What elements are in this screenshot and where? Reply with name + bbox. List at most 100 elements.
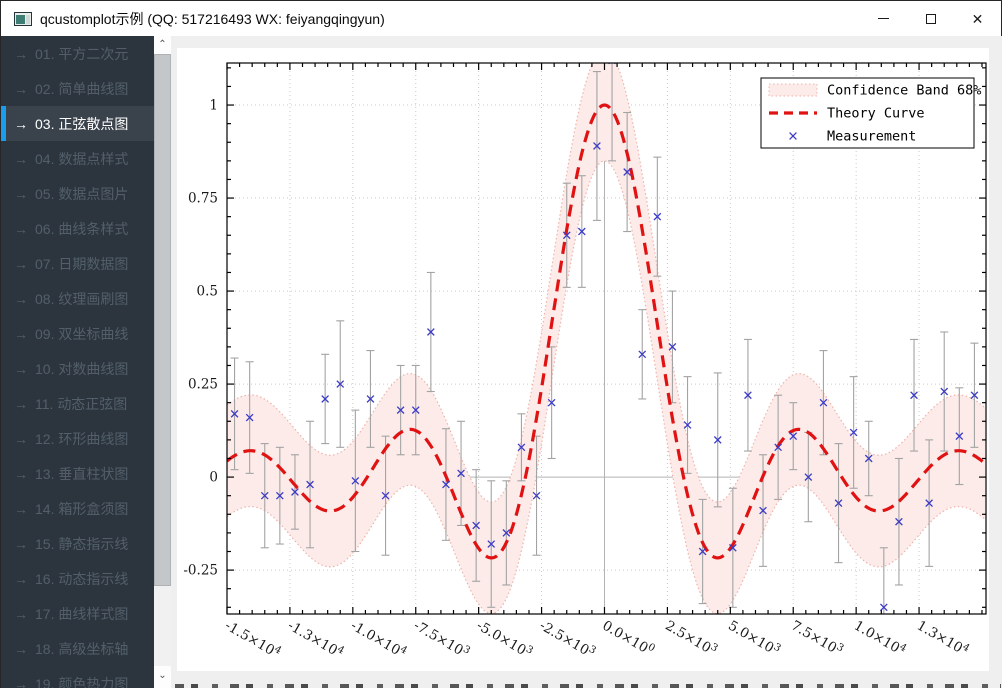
svg-text:1.3×104: 1.3×104 <box>914 617 971 660</box>
arrow-right-icon: → <box>14 325 28 342</box>
legend-label: Measurement <box>827 129 916 145</box>
sidebar-item-02[interactable]: → 02. 简单曲线图 <box>1 71 154 106</box>
sidebar-scrollbar[interactable]: ⌃ ⌄ <box>154 36 171 688</box>
svg-text:0.25: 0.25 <box>188 377 218 393</box>
sidebar-nav-list: → 01. 平方二次元 → 02. 简单曲线图 → 03. 正弦散点图 → 04. 数据点样式… <box>1 36 154 688</box>
minimize-button[interactable] <box>860 1 907 36</box>
arrow-right-icon: → <box>14 360 28 377</box>
arrow-right-icon: → <box>14 115 28 132</box>
sidebar-item-06[interactable]: → 06. 曲线条样式 <box>1 211 154 246</box>
svg-text:7.5×103: 7.5×103 <box>788 617 845 660</box>
sidebar-item-17[interactable]: → 17. 曲线样式图 <box>1 596 154 631</box>
arrow-right-icon: → <box>14 45 28 62</box>
sidebar-item-07[interactable]: → 07. 日期数据图 <box>1 246 154 281</box>
sidebar-item-13[interactable]: → 13. 垂直柱状图 <box>1 456 154 491</box>
sidebar-item-15[interactable]: → 15. 静态指示线 <box>1 526 154 561</box>
maximize-icon <box>925 13 936 24</box>
sidebar-item-label: 01. 平方二次元 <box>35 45 129 62</box>
sidebar-item-12[interactable]: → 12. 环形曲线图 <box>1 421 154 456</box>
sidebar-item-16[interactable]: → 16. 动态指示线 <box>1 561 154 596</box>
window-title: qcustomplot示例 (QQ: 517216493 WX: feiyang… <box>40 10 385 27</box>
maximize-button[interactable] <box>907 1 954 36</box>
svg-text:-0.25: -0.25 <box>183 563 218 579</box>
minimize-icon <box>878 18 889 19</box>
app-icon <box>14 11 32 26</box>
sidebar-item-label: 15. 静态指示线 <box>35 535 129 552</box>
sidebar-item-04[interactable]: → 04. 数据点样式 <box>1 141 154 176</box>
svg-text:2.5×103: 2.5×103 <box>662 617 719 660</box>
sidebar-item-label: 07. 日期数据图 <box>35 255 129 272</box>
svg-text:0: 0 <box>209 470 218 486</box>
sidebar-item-label: 14. 箱形盒须图 <box>35 500 129 517</box>
svg-text:1: 1 <box>209 98 218 114</box>
svg-text:0.75: 0.75 <box>188 191 218 207</box>
arrow-right-icon: → <box>14 430 28 447</box>
sidebar-item-label: 09. 双坐标曲线 <box>35 325 129 342</box>
svg-text:5.0×103: 5.0×103 <box>725 617 782 660</box>
svg-text:0.0×100: 0.0×100 <box>599 617 656 660</box>
titlebar[interactable]: qcustomplot示例 (QQ: 517216493 WX: feiyang… <box>1 1 1001 36</box>
sidebar-item-18[interactable]: → 18. 高级坐标轴 <box>1 631 154 666</box>
sidebar-item-label: 17. 曲线样式图 <box>35 605 129 622</box>
sidebar-item-label: 11. 动态正弦图 <box>35 395 128 412</box>
legend: Confidence Band 68% Theory Curve Measureme… <box>760 77 981 149</box>
sidebar-item-09[interactable]: → 09. 双坐标曲线 <box>1 316 154 351</box>
sidebar-item-03[interactable]: → 03. 正弦散点图 <box>1 106 154 141</box>
close-button[interactable]: ✕ <box>954 1 1001 36</box>
arrow-right-icon: → <box>14 535 28 552</box>
sidebar-item-05[interactable]: → 05. 数据点图片 <box>1 176 154 211</box>
legend-label: Theory Curve <box>827 106 925 122</box>
x-axis-tick-labels: -1.5×104 -1.3×104 -1.0×104 -7.5×103 -5.0×103… <box>222 617 971 662</box>
scroll-down-button[interactable]: ⌄ <box>154 666 171 688</box>
sidebar-item-01[interactable]: → 01. 平方二次元 <box>1 36 154 71</box>
sidebar-item-08[interactable]: → 08. 纹理画刷图 <box>1 281 154 316</box>
legend-band-swatch <box>768 83 818 97</box>
sidebar-item-10[interactable]: → 10. 对数曲线图 <box>1 351 154 386</box>
axes <box>226 62 987 615</box>
arrow-right-icon: → <box>14 290 28 307</box>
svg-text:-1.0×104: -1.0×104 <box>348 617 409 662</box>
arrow-right-icon: → <box>14 500 28 517</box>
sidebar-item-14[interactable]: → 14. 箱形盒须图 <box>1 491 154 526</box>
sidebar-item-label: 06. 曲线条样式 <box>35 220 129 237</box>
close-icon: ✕ <box>971 10 984 27</box>
svg-text:-1.3×104: -1.3×104 <box>285 617 346 662</box>
arrow-right-icon: → <box>14 675 28 688</box>
arrow-right-icon: → <box>14 150 28 167</box>
sidebar-item-label: 03. 正弦散点图 <box>35 115 129 132</box>
y-axis-tick-labels: -0.25 0 0.25 0.5 0.75 1 <box>183 98 218 579</box>
scroll-up-button[interactable]: ⌃ <box>154 36 171 54</box>
sidebar-item-label: 04. 数据点样式 <box>35 150 129 167</box>
arrow-right-icon: → <box>14 465 28 482</box>
theory-curve <box>227 103 986 560</box>
sidebar-item-label: 08. 纹理画刷图 <box>35 290 129 307</box>
svg-text:-5.0×103: -5.0×103 <box>474 617 535 662</box>
plot-canvas[interactable]: -1.5×104 -1.3×104 -1.0×104 -7.5×103 -5.0×103… <box>177 48 989 671</box>
legend-label: Confidence Band 68% <box>827 83 981 99</box>
arrow-right-icon: → <box>14 185 28 202</box>
arrow-right-icon: → <box>14 570 28 587</box>
clipped-text-row <box>175 684 1001 688</box>
sidebar-item-label: 16. 动态指示线 <box>35 570 129 587</box>
sidebar-item-label: 10. 对数曲线图 <box>35 360 129 377</box>
arrow-right-icon: → <box>14 220 28 237</box>
arrow-right-icon: → <box>14 395 28 412</box>
sidebar-item-19[interactable]: → 19. 颜色热力图 <box>1 666 154 688</box>
svg-text:0.5: 0.5 <box>197 284 218 300</box>
sidebar-item-label: 02. 简单曲线图 <box>35 80 129 97</box>
sidebar-item-label: 05. 数据点图片 <box>35 185 129 202</box>
arrow-right-icon: → <box>14 255 28 272</box>
svg-text:-7.5×103: -7.5×103 <box>411 617 472 662</box>
svg-text:1.0×104: 1.0×104 <box>851 617 908 660</box>
sidebar-item-label: 19. 颜色热力图 <box>35 675 129 688</box>
arrow-right-icon: → <box>14 640 28 657</box>
sidebar: → 01. 平方二次元 → 02. 简单曲线图 → 03. 正弦散点图 → 04. 数据点样式… <box>1 36 171 688</box>
scrollbar-thumb[interactable] <box>154 54 171 586</box>
main-area: -1.5×104 -1.3×104 -1.0×104 -7.5×103 -5.0×103… <box>171 36 1002 688</box>
sidebar-item-11[interactable]: → 11. 动态正弦图 <box>1 386 154 421</box>
sidebar-item-label: 13. 垂直柱状图 <box>35 465 129 482</box>
legend-marker-swatch <box>789 132 797 140</box>
svg-text:-1.5×104: -1.5×104 <box>222 617 283 662</box>
arrow-right-icon: → <box>14 80 28 97</box>
